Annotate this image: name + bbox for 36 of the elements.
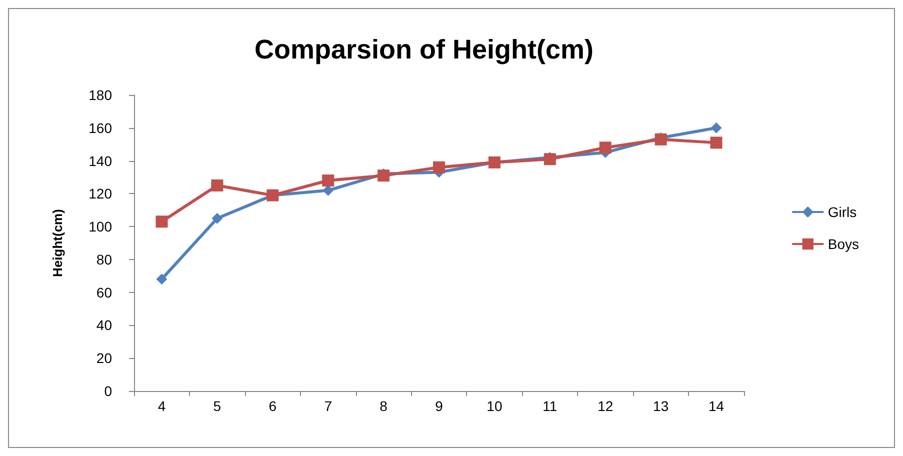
point [599,142,612,154]
point [212,212,223,224]
x-tick-label: 10 [486,398,502,414]
x-tick-label: 13 [653,398,669,414]
chart-title: Comparsion of Height(cm) [254,34,594,64]
legend-label: Girls [828,204,857,220]
y-tick-label: 80 [96,251,112,268]
point [378,170,390,182]
x-tick-label: 12 [598,398,614,414]
legend-label: Boys [828,236,859,252]
point [544,153,556,166]
y-tick-label: 0 [104,383,112,399]
x-tick-label: 7 [324,398,332,414]
y-tick-label: 40 [96,317,112,334]
point [710,136,722,149]
y-axis-title: Height(cm) [50,209,65,277]
point [710,122,722,134]
point [322,174,334,187]
x-tick-label: 6 [268,398,277,414]
y-tick-label: 120 [88,186,112,202]
y-tick-label: 100 [88,218,112,235]
x-tick-label: 4 [158,398,166,414]
x-tick-label: 5 [213,398,222,414]
y-tick-label: 140 [88,152,112,169]
point [211,179,224,192]
x-tick-label: 14 [708,398,724,414]
point [433,161,445,174]
x-tick-label: 8 [380,398,388,414]
point [156,216,168,228]
x-tick-label: 9 [435,398,444,414]
y-tick-label: 160 [88,120,112,136]
x-tick-label: 11 [542,398,558,414]
point [156,274,168,285]
y-tick-label: 20 [96,350,112,366]
y-tick-label: 180 [88,87,112,103]
y-tick-label: 60 [96,284,112,300]
